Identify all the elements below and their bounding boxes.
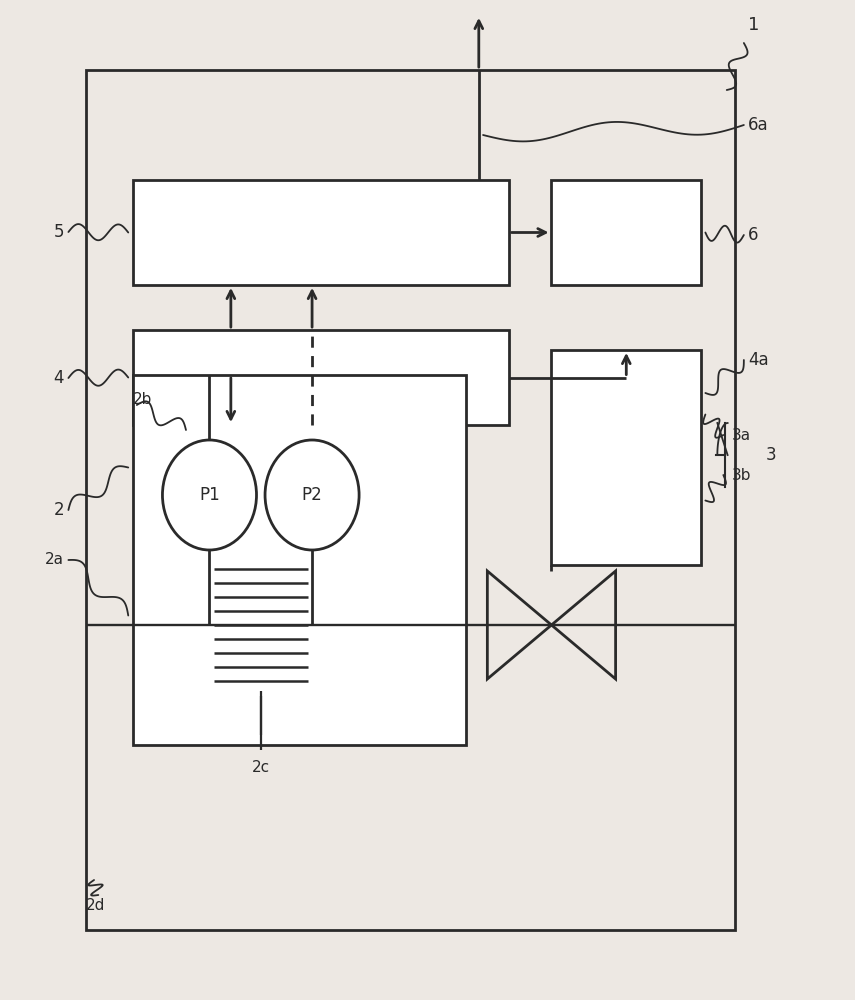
Text: 6a: 6a	[748, 116, 769, 134]
Text: 1: 1	[748, 16, 759, 34]
Text: 2: 2	[54, 501, 64, 519]
Bar	[551, 350, 701, 565]
Text: 2a: 2a	[45, 552, 64, 568]
Text: 2c: 2c	[251, 760, 270, 775]
Text: 3: 3	[765, 446, 775, 464]
Bar	[133, 180, 509, 285]
Circle shape	[265, 440, 359, 550]
Bar	[86, 70, 735, 930]
Text: 2d: 2d	[86, 898, 105, 912]
Circle shape	[162, 440, 256, 550]
Bar	[551, 180, 701, 285]
Text: 3a: 3a	[732, 428, 751, 442]
Text: 6: 6	[748, 226, 758, 244]
Text: 4a: 4a	[748, 351, 769, 369]
Text: 2b: 2b	[133, 392, 152, 408]
Bar	[133, 330, 509, 425]
Text: P1: P1	[199, 486, 220, 504]
Bar	[133, 375, 466, 745]
Text: 5: 5	[54, 223, 64, 241]
Text: P2: P2	[302, 486, 322, 504]
Text: 3b: 3b	[732, 468, 752, 483]
Text: 4: 4	[54, 369, 64, 387]
